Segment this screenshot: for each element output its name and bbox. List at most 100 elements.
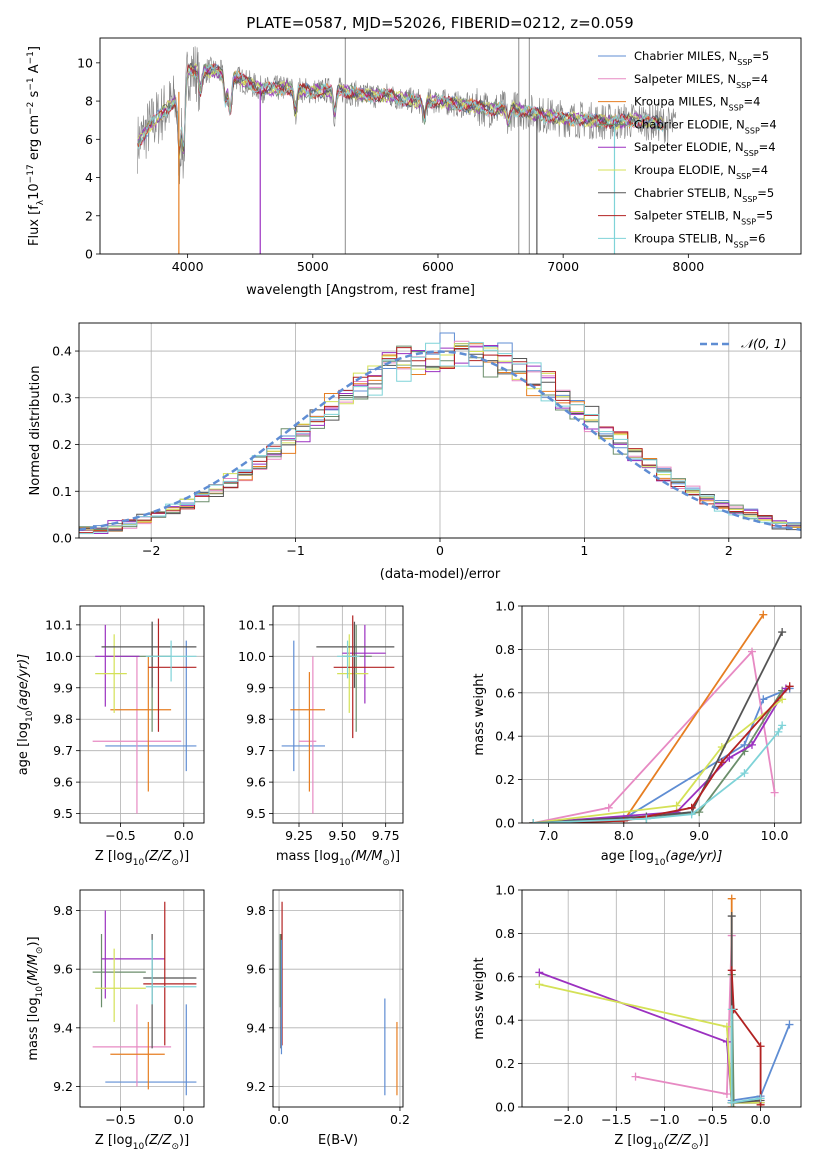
y-axis-label-part: mass [log bbox=[26, 997, 41, 1060]
axes-frame bbox=[79, 605, 205, 824]
x-tick-label: 4000 bbox=[172, 259, 204, 274]
y-tick-label: 9.4 bbox=[53, 1020, 73, 1035]
weight-line bbox=[539, 983, 761, 1104]
legend-label-sub: SSP bbox=[736, 80, 751, 89]
x-tick-label: 9.0 bbox=[689, 828, 709, 843]
weight-line bbox=[730, 1009, 761, 1104]
x-axis-label-part: Z [log bbox=[95, 1133, 133, 1148]
x-tick-label: −1.5 bbox=[601, 1112, 631, 1127]
y-axis-label: Flux [fλ10−17 erg cm−2 s−1 A−1] bbox=[26, 46, 46, 246]
x-axis-label-part: (Z/Z bbox=[144, 849, 172, 864]
weight-marker bbox=[642, 814, 651, 823]
axes-age_vs_mass: 9.25 9.50 9.75 9.5 9.6 9.7 9.8 9.9 10.0 10.1 mass … bbox=[238, 605, 404, 868]
axes-frame bbox=[79, 889, 205, 1108]
weight-line bbox=[730, 974, 761, 1104]
weight-line bbox=[533, 614, 765, 823]
weight-line bbox=[533, 649, 776, 823]
y-tick-label: 9.4 bbox=[246, 1020, 266, 1035]
y-tick-label: 0.2 bbox=[52, 437, 72, 452]
y-tick-label: 0.8 bbox=[495, 642, 515, 657]
legend-label-main: Kroupa MILES, N bbox=[634, 95, 729, 109]
model-spectrum-line bbox=[137, 64, 664, 155]
legend-label: Kroupa STELIB, NSSP=6 bbox=[634, 231, 765, 249]
x-axis-label-part: 10 bbox=[133, 858, 145, 868]
x-axis-label-part: 10 bbox=[339, 858, 351, 868]
normal-curve bbox=[79, 350, 801, 532]
y-axis-label: mass [log10(M/M⊙)] bbox=[26, 936, 45, 1060]
y-axis-label-part: 10 bbox=[27, 183, 42, 200]
legend-label-sub: SSP bbox=[737, 58, 752, 67]
y-axis-label-part: (age/yr)] bbox=[16, 654, 31, 711]
y-axis-label-part: A bbox=[27, 64, 42, 77]
legend-label-sub: SSP bbox=[741, 217, 756, 226]
weight-line bbox=[533, 631, 783, 823]
y-tick-label: 9.8 bbox=[53, 903, 73, 918]
y-tick-label: 0.3 bbox=[52, 390, 72, 405]
legend-label-main: Kroupa ELODIE, N bbox=[634, 163, 736, 177]
y-tick-label: 10 bbox=[77, 55, 93, 70]
legend-label: Chabrier STELIB, NSSP=5 bbox=[634, 186, 774, 204]
y-tick-label: 0.1 bbox=[52, 484, 72, 499]
x-axis-label-part: )] bbox=[179, 849, 189, 864]
weight-line bbox=[533, 687, 791, 823]
weight-marker bbox=[740, 769, 749, 778]
legend-label: Kroupa MILES, NSSP=4 bbox=[634, 95, 760, 113]
legend-label-n: =4 bbox=[751, 163, 768, 177]
x-axis-label-part: mass [log bbox=[276, 849, 339, 864]
y-axis-label-part: −2 bbox=[26, 102, 36, 115]
x-tick-label: −2 bbox=[142, 543, 160, 558]
y-tick-label: 9.6 bbox=[53, 962, 73, 977]
y-tick-label: 9.2 bbox=[53, 1079, 73, 1094]
x-tick-label: 7000 bbox=[547, 259, 579, 274]
model-spectrum-line bbox=[137, 63, 664, 151]
legend-label-main: Chabrier MILES, N bbox=[634, 49, 737, 63]
y-tick-label: 10.0 bbox=[238, 649, 266, 664]
x-axis-label-part: ⊙ bbox=[691, 1142, 699, 1152]
y-tick-label: 9.6 bbox=[53, 775, 73, 790]
x-axis-label-part: 10 bbox=[133, 1142, 145, 1152]
axes-mass_vs_ebv: 0.0 0.2 9.2 9.4 9.6 9.8 E(B-V) bbox=[246, 889, 410, 1148]
x-tick-label: −1.0 bbox=[649, 1112, 679, 1127]
y-tick-label: 0.6 bbox=[495, 685, 515, 700]
figure-title: PLATE=0587, MJD=52026, FIBERID=0212, z=0… bbox=[246, 14, 633, 32]
y-tick-label: 0.2 bbox=[495, 772, 515, 787]
x-tick-label: 9.25 bbox=[285, 828, 313, 843]
x-tick-label: 0 bbox=[436, 543, 444, 558]
weight-marker bbox=[747, 740, 756, 749]
y-axis-label-part: 10 bbox=[35, 986, 45, 998]
x-axis-label-part: Z [log bbox=[95, 849, 133, 864]
weight-marker bbox=[756, 1042, 765, 1051]
legend-label-main: Salpeter MILES, N bbox=[634, 72, 736, 86]
y-tick-label: 0 bbox=[85, 247, 93, 262]
x-axis-label-part: (Z/Z bbox=[144, 1133, 172, 1148]
axes-age_vs_Z: −0.5 0.09.59.69.79.89.910.010.1Z [log10(Z… bbox=[16, 605, 205, 868]
legend-label: Chabrier ELODIE, NSSP=4 bbox=[634, 117, 777, 135]
axes-frame bbox=[99, 37, 802, 255]
weight-marker bbox=[717, 758, 726, 767]
weight-marker bbox=[778, 695, 787, 704]
x-tick-label: 0.0 bbox=[174, 828, 194, 843]
model-spectrum-line bbox=[137, 63, 664, 151]
weight-marker bbox=[774, 727, 783, 736]
weight-marker bbox=[529, 819, 538, 823]
x-tick-label: 8000 bbox=[672, 259, 704, 274]
x-axis-label-part: (Z/Z bbox=[664, 1133, 692, 1148]
plot-area-age_vs_Z bbox=[92, 618, 197, 814]
y-tick-label: 9.8 bbox=[246, 903, 266, 918]
legend-label: Salpeter STELIB, NSSP=5 bbox=[634, 209, 773, 227]
x-axis-label: Z [log10(Z/Z⊙)] bbox=[95, 1133, 189, 1152]
weight-marker bbox=[727, 1005, 736, 1014]
x-axis-label-part: )] bbox=[179, 1133, 189, 1148]
y-tick-label: 0.2 bbox=[495, 1056, 515, 1071]
x-axis-label-part: (age/yr)] bbox=[665, 849, 722, 864]
legend-label-n: =5 bbox=[752, 49, 769, 63]
x-tick-label: −0.5 bbox=[105, 828, 135, 843]
plot-area-mass_weight_vs_Z bbox=[535, 894, 794, 1107]
y-tick-label: 9.7 bbox=[53, 743, 73, 758]
y-axis-label-part: erg cm bbox=[27, 115, 42, 164]
model-spectrum-line bbox=[137, 64, 664, 154]
legend-label-main: Salpeter STELIB, N bbox=[634, 209, 741, 223]
weight-marker bbox=[722, 1089, 731, 1098]
weight-marker bbox=[785, 682, 794, 691]
